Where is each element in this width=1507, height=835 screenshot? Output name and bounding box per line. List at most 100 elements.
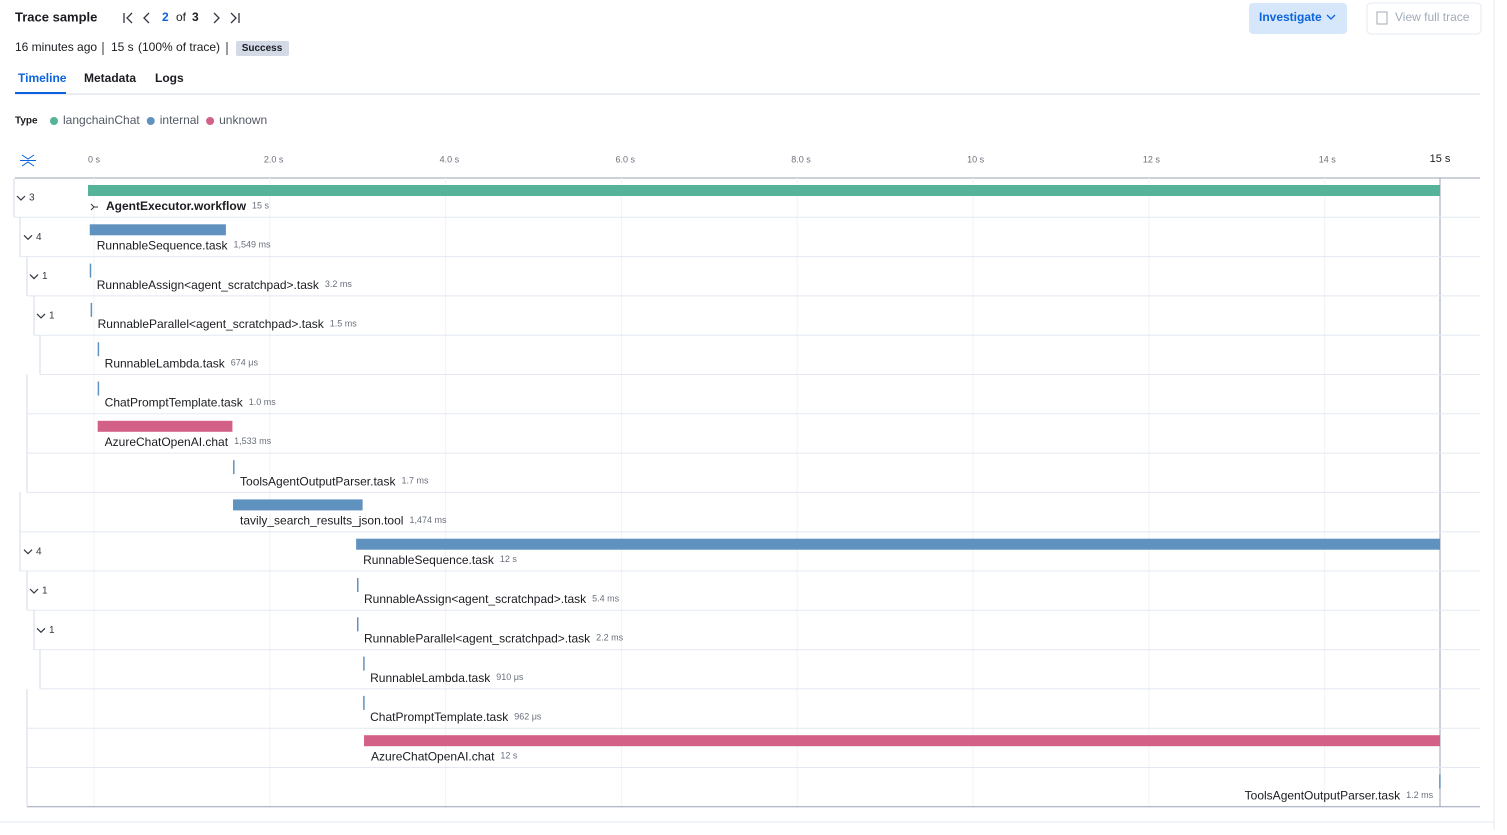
expand-toggle[interactable] xyxy=(23,234,33,241)
span-duration: 1,549 ms xyxy=(234,240,272,250)
legend-label: langchainChat xyxy=(63,113,140,127)
span-bar xyxy=(90,302,93,317)
x-tick-label: 2.0 s xyxy=(264,154,284,164)
span-bar xyxy=(356,617,359,632)
span-bar xyxy=(97,420,233,432)
x-tick-label: 10 s xyxy=(967,154,985,164)
span-icon xyxy=(90,203,98,211)
prev-page[interactable] xyxy=(143,12,150,24)
child-count: 4 xyxy=(36,546,42,557)
page-total: 3 xyxy=(192,10,199,24)
span-bar xyxy=(356,578,359,592)
span-name: AgentExecutor.workflow xyxy=(106,199,247,213)
x-tick-label: 14 s xyxy=(1319,154,1337,164)
x-tick-label: 12 s xyxy=(1143,154,1161,164)
span-bar xyxy=(97,381,100,396)
last-page[interactable] xyxy=(230,12,240,24)
view-full-trace-label: View full trace xyxy=(1395,10,1470,24)
child-count: 1 xyxy=(49,311,55,322)
span-name: RunnableSequence.task xyxy=(97,238,229,252)
legend-dot xyxy=(50,117,58,125)
investigate-button[interactable] xyxy=(1249,3,1347,34)
next-page[interactable] xyxy=(213,12,220,24)
span-duration: 962 μs xyxy=(514,711,542,721)
legend-label: unknown xyxy=(219,113,267,127)
span-duration: 1.7 ms xyxy=(401,475,429,485)
span-name: RunnableParallel<agent_scratchpad>.task xyxy=(98,317,325,331)
expand-toggle[interactable] xyxy=(36,627,46,634)
span-duration: 2.2 ms xyxy=(596,633,624,643)
span-bar xyxy=(233,460,235,475)
page-of: of xyxy=(176,10,187,24)
expand-toggle[interactable] xyxy=(23,549,33,555)
span-name: ChatPromptTemplate.task xyxy=(105,396,244,410)
child-count: 3 xyxy=(29,193,35,204)
investigate-label: Investigate xyxy=(1259,10,1322,24)
span-name: RunnableParallel<agent_scratchpad>.task xyxy=(364,631,591,645)
span-bar xyxy=(356,538,1440,550)
legend-dot xyxy=(146,117,155,125)
collapse-all[interactable] xyxy=(20,154,36,167)
expand-toggle[interactable] xyxy=(36,313,46,319)
child-count: 1 xyxy=(42,271,48,282)
legend-label: internal xyxy=(160,113,199,127)
span-bar xyxy=(97,342,100,357)
tab[interactable]: Metadata xyxy=(84,71,136,85)
span-duration: 12 s xyxy=(500,554,518,564)
pagination xyxy=(123,12,240,24)
span-bar xyxy=(88,185,1440,196)
trace-percent: (100% of trace) xyxy=(138,40,220,54)
status-badge xyxy=(236,41,289,56)
x-tick-label: 4.0 s xyxy=(440,154,460,164)
trace-duration: 15 s xyxy=(111,40,134,54)
doc-icon xyxy=(1376,11,1388,25)
child-count: 1 xyxy=(42,586,48,597)
x-tick-label: 8.0 s xyxy=(791,154,811,164)
view-full-trace-button[interactable] xyxy=(1366,2,1482,35)
span-duration: 1.5 ms xyxy=(330,318,358,328)
span-name: RunnableLambda.task xyxy=(370,671,491,685)
span-name: tavily_search_results_json.tool xyxy=(240,514,403,528)
span-name: ToolsAgentOutputParser.task xyxy=(240,474,396,488)
tab[interactable]: Logs xyxy=(155,71,184,85)
span-name: RunnableLambda.task xyxy=(105,356,226,370)
legend-dot xyxy=(206,117,215,125)
span-bar xyxy=(363,656,365,671)
span-name: AzureChatOpenAI.chat xyxy=(371,749,495,763)
child-count: 4 xyxy=(36,232,42,243)
span-duration: 674 μs xyxy=(231,358,259,368)
expand-toggle[interactable] xyxy=(16,195,26,201)
expand-toggle[interactable] xyxy=(29,588,39,594)
x-tick-label: 6.0 s xyxy=(615,154,635,164)
child-count: 1 xyxy=(49,625,55,636)
legend-title: Type xyxy=(15,116,38,127)
span-duration: 910 μs xyxy=(496,672,524,682)
tab[interactable]: Timeline xyxy=(18,71,67,85)
span-duration: 1.2 ms xyxy=(1406,790,1434,800)
span-name: RunnableSequence.task xyxy=(363,553,495,567)
time-ago: 16 minutes ago xyxy=(15,40,97,54)
expand-toggle[interactable] xyxy=(29,274,39,280)
span-duration: 5.4 ms xyxy=(592,593,620,603)
span-bar xyxy=(233,499,363,511)
first-page[interactable] xyxy=(123,12,133,24)
end-marker-label: 15 s xyxy=(1430,153,1451,165)
span-name: RunnableAssign<agent_scratchpad>.task xyxy=(364,592,587,606)
span-duration: 15 s xyxy=(252,200,270,210)
span-duration: 12 s xyxy=(500,751,518,761)
current-page: 2 xyxy=(162,10,169,24)
span-duration: 1,474 ms xyxy=(409,515,447,525)
span-name: RunnableAssign<agent_scratchpad>.task xyxy=(97,278,320,292)
x-tick-label: 0 s xyxy=(88,154,101,164)
span-bar xyxy=(89,263,92,278)
span-bar xyxy=(363,695,365,710)
span-duration: 1.0 ms xyxy=(249,397,277,407)
status-label: Success xyxy=(242,43,283,54)
span-bar xyxy=(364,735,1440,747)
span-name: ChatPromptTemplate.task xyxy=(370,710,509,724)
title: Trace sample xyxy=(15,9,97,24)
span-duration: 1,533 ms xyxy=(234,436,272,446)
span-name: ToolsAgentOutputParser.task xyxy=(1245,789,1401,803)
span-duration: 3.2 ms xyxy=(325,279,353,289)
